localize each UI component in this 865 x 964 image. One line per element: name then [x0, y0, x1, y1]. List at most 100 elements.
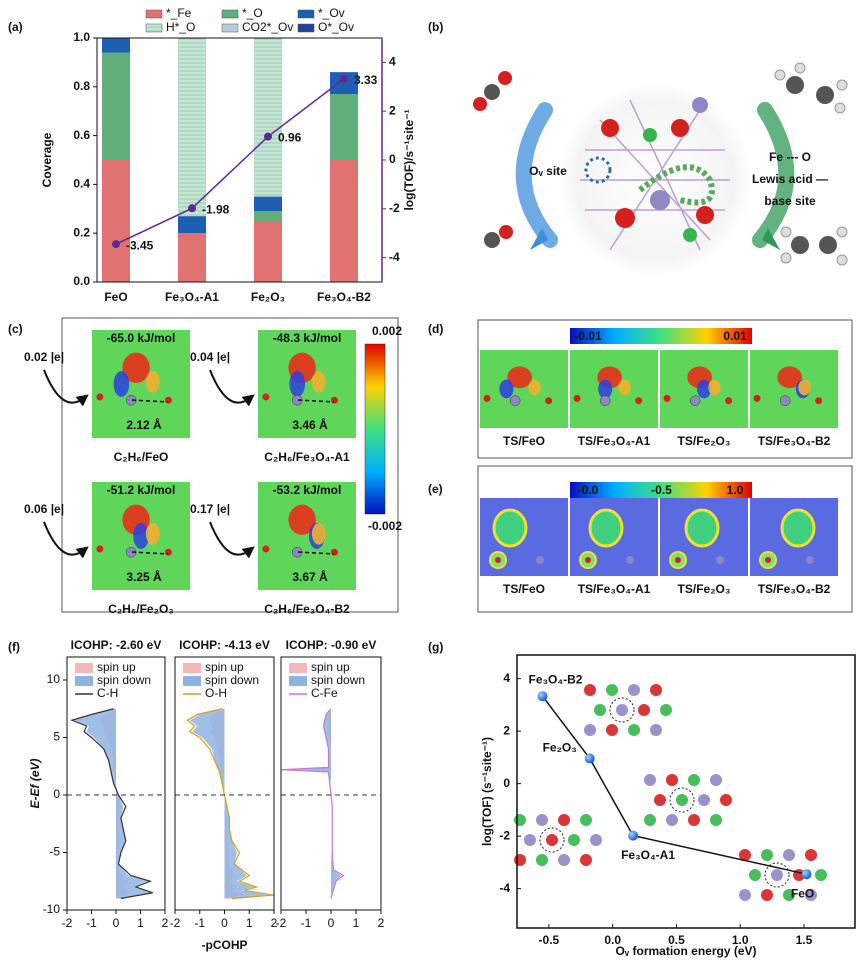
distance-label: 3.25 Å: [126, 569, 162, 584]
atom: [725, 397, 733, 405]
atom: [125, 546, 137, 558]
y-tick-label: 2: [503, 723, 510, 737]
distance-label: 3.46 Å: [292, 417, 328, 432]
panel-label: (a): [8, 20, 23, 34]
x-tick-label: 2: [162, 916, 169, 930]
inset-atom: [514, 814, 526, 826]
x-axis-label: -pCOHP: [202, 938, 248, 952]
x-tick-label: -2: [170, 916, 181, 930]
inset-atom: [616, 704, 628, 716]
cohp-area: [74, 708, 151, 899]
tof-point: [340, 74, 348, 83]
legend-swatch: [145, 9, 163, 19]
legend-label: spin down: [311, 673, 365, 687]
panel-label: (f): [8, 640, 20, 654]
x-tick-label: -1: [301, 916, 312, 930]
x-tick-label: 0: [221, 916, 228, 930]
inset-atom: [688, 814, 700, 826]
legend-label: O*_Ov: [318, 20, 354, 34]
distance-line: [297, 399, 335, 403]
atom: [663, 394, 671, 402]
bar-segment: [330, 72, 358, 95]
plot-frame: [516, 654, 856, 929]
tile-caption: TS/Fe₃O₄-B2: [758, 582, 831, 596]
binding-energy: -51.2 kJ/mol: [107, 483, 176, 497]
density-lobe: [311, 371, 326, 393]
bar-segment: [102, 38, 130, 53]
atom: [573, 394, 581, 402]
inset-marker: [764, 862, 790, 888]
site-label: Fe --- O: [769, 150, 811, 164]
colorbar: [570, 482, 752, 498]
bar-segment: [102, 52, 130, 160]
atom: [779, 395, 791, 406]
tile-caption: TS/Fe₂O₃: [678, 434, 731, 448]
atom: [291, 394, 303, 406]
cohp-area: [189, 708, 270, 899]
x-tick-label: 1: [246, 916, 253, 930]
inset-atom: [783, 849, 795, 861]
y-tick-label: 0: [53, 787, 60, 801]
legend-swatch: [183, 663, 201, 673]
density-lobe: [798, 379, 811, 396]
y-axis-label: log(TOF) (s⁻¹site⁻¹): [480, 737, 494, 846]
arrow: [530, 228, 548, 250]
colorbar-label: -0.002: [368, 519, 402, 533]
cohp-title: ICOHP: -2.60 eV: [71, 638, 162, 652]
arrow: [762, 228, 780, 250]
panel-label: (e): [428, 482, 443, 496]
x-tick-label: 1: [353, 916, 360, 930]
atom: [262, 393, 270, 401]
colorbar-label: -0.01: [574, 329, 602, 343]
y-tick-label: 5: [53, 730, 60, 744]
inset-atom: [676, 794, 688, 806]
binding-energy: -65.0 kJ/mol: [107, 331, 176, 345]
tof-point: [112, 240, 120, 249]
tile-caption: C₂H₆/FeO: [114, 450, 169, 464]
atom: [545, 397, 553, 405]
inset-atom: [710, 814, 722, 826]
inset-atom: [644, 814, 656, 826]
density-lobe: [708, 379, 721, 396]
trend-line: [541, 695, 807, 875]
tile-caption: TS/FeO: [503, 434, 545, 448]
tof-point: [264, 132, 272, 141]
cohp-area: [283, 708, 341, 899]
inset-atom: [805, 849, 817, 861]
density-map: [92, 330, 190, 438]
density-lobe: [133, 523, 149, 549]
inset-atom: [815, 869, 827, 881]
inset-atom: [654, 794, 666, 806]
x-tick-label: 0: [113, 916, 120, 930]
distance-line: [297, 551, 335, 555]
y-tick-label: 0.8: [73, 79, 90, 93]
atom: [495, 557, 501, 563]
atom: [635, 397, 643, 405]
y-tick-label: 1.0: [73, 30, 90, 44]
tile-caption: C₂H₆/Fe₃O₄-B2: [264, 602, 350, 616]
panel-label: (b): [428, 20, 443, 34]
density-lobe: [618, 379, 631, 396]
charge-transfer: 0.06 |e|: [24, 502, 64, 516]
x-tick-label: 2: [378, 916, 385, 930]
tile-caption: C₂H₆/Fe₃O₄-A1: [264, 450, 350, 464]
y-tick-label: 0.2: [73, 225, 90, 239]
bar-segment: [254, 211, 282, 221]
density-lobe: [507, 366, 532, 389]
tile-caption: TS/FeO: [503, 582, 545, 596]
tile-caption: TS/Fe₃O₄-A1: [578, 434, 651, 448]
colorbar-label: 0.01: [723, 329, 747, 343]
inset-atom: [650, 684, 662, 696]
inset-atom: [688, 774, 700, 786]
atom: [96, 545, 104, 553]
legend-label: spin up: [205, 660, 244, 674]
x-tick-label: -2: [276, 916, 287, 930]
y-tick-label: -2: [499, 828, 510, 842]
colorbar: [570, 328, 752, 344]
bar-segment: [254, 196, 282, 212]
y-tick-label: 10: [47, 672, 61, 686]
density-lobe: [145, 523, 160, 545]
y-axis-label: E-Ef (eV): [28, 758, 42, 808]
x-tick-label: Fe₃O₄-B2: [317, 290, 371, 304]
